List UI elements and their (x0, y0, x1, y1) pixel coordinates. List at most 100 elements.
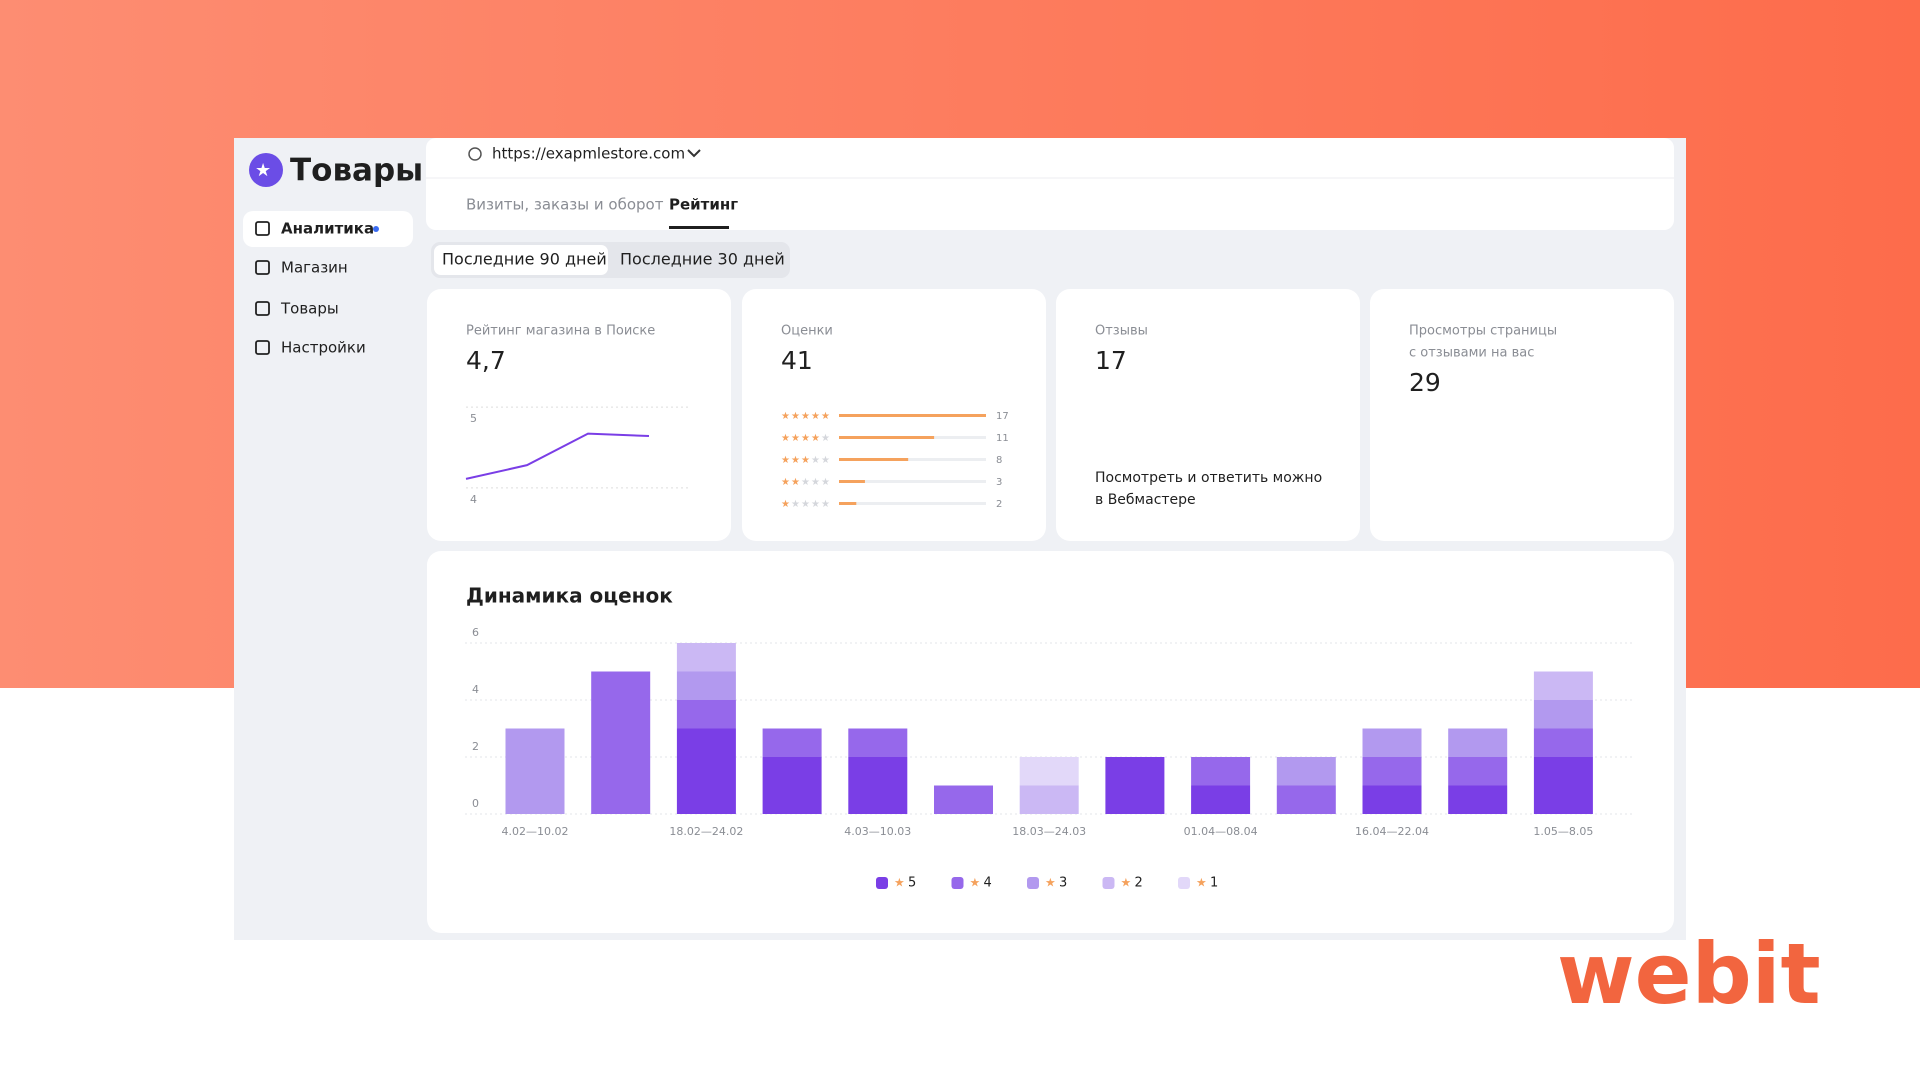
tab-active[interactable]: Рейтинг (669, 196, 738, 214)
nav-item[interactable]: Аналитика (281, 220, 374, 238)
dist-count: 8 (996, 455, 1002, 466)
star: ★ (801, 499, 810, 510)
legend-label[interactable]: 4 (984, 876, 992, 891)
track (839, 480, 986, 483)
chart-card (427, 551, 1674, 933)
legend-checkbox (951, 877, 964, 889)
bar-segment (848, 728, 908, 757)
x-tick-label: 18.03—24.03 (1012, 825, 1086, 838)
header (426, 138, 1674, 230)
nav-icon (255, 301, 270, 316)
bar-segment (1448, 785, 1508, 814)
legend-label[interactable]: 1 (1210, 876, 1218, 891)
y-tick-label: 4 (472, 683, 479, 696)
dist-bar (839, 480, 865, 483)
legend-label[interactable]: 5 (908, 876, 916, 891)
legend-label[interactable]: 3 (1059, 876, 1067, 891)
legend-star: ★ (1121, 876, 1132, 890)
legend-label[interactable]: 2 (1135, 876, 1143, 891)
legend-checkbox (1102, 877, 1115, 889)
star: ★ (801, 433, 810, 444)
tab[interactable]: Визиты, заказы и оборот (466, 196, 664, 214)
star: ★ (781, 455, 790, 466)
star: ★ (781, 433, 790, 444)
x-tick-label: 01.04—08.04 (1184, 825, 1258, 838)
bar-segment (676, 643, 736, 672)
nav-icon (255, 340, 270, 355)
bar-segment (848, 757, 908, 814)
star: ★ (821, 411, 830, 422)
card-value: 17 (1095, 346, 1127, 375)
star: ★ (791, 411, 800, 422)
star: ★ (781, 499, 790, 510)
bar-segment (1191, 785, 1251, 814)
bar-segment (1019, 757, 1079, 786)
card-value: 4,7 (466, 346, 506, 375)
card-value: 29 (1409, 368, 1441, 397)
x-tick-label: 1.05—8.05 (1533, 825, 1593, 838)
y-tick-label: 5 (470, 412, 477, 425)
nav-icon (255, 221, 270, 236)
period[interactable]: Последние 90 дней (442, 250, 607, 269)
x-tick-label: 4.03—10.03 (844, 825, 911, 838)
track (839, 502, 986, 505)
legend-checkbox (1178, 877, 1190, 889)
bar-segment (1448, 728, 1508, 757)
star: ★ (821, 499, 830, 510)
star: ★ (811, 433, 820, 444)
sidebar-title: Товары (290, 153, 423, 189)
legend-star: ★ (1045, 876, 1056, 890)
card-note: в Вебмастере (1095, 492, 1196, 508)
nav-icon (255, 260, 270, 275)
star: ★ (781, 411, 790, 422)
x-tick-label: 18.02—24.02 (669, 825, 743, 838)
card-value: 41 (781, 346, 813, 375)
bar-segment (1533, 728, 1593, 757)
card-title: Отзывы (1095, 324, 1148, 339)
star: ★ (801, 477, 810, 488)
y-tick-label: 6 (472, 626, 479, 639)
bar-segment (1362, 785, 1422, 814)
url-dropdown[interactable] (687, 149, 701, 158)
star: ★ (811, 455, 820, 466)
nav-item[interactable]: Магазин (281, 259, 348, 277)
dist-bar (839, 502, 857, 505)
x-tick-label: 16.04—22.04 (1355, 825, 1429, 838)
legend-checkbox (1027, 877, 1039, 889)
bar-segment (1533, 700, 1593, 729)
y-tick-label: 0 (472, 797, 479, 810)
card-title: Просмотры страницы (1409, 324, 1557, 339)
bar-segment (934, 785, 993, 814)
bar-segment (1105, 757, 1165, 814)
legend-star: ★ (1196, 876, 1207, 890)
bar-segment (1533, 757, 1593, 814)
card-title: Оценки (781, 324, 833, 339)
bar-segment (676, 671, 736, 700)
period[interactable]: Последние 30 дней (620, 250, 785, 269)
dist-bar (839, 436, 935, 439)
bar-segment (1362, 728, 1422, 757)
bar-segment (676, 728, 736, 814)
star: ★ (821, 477, 830, 488)
legend-checkbox (876, 877, 888, 889)
bar-segment (1276, 757, 1336, 786)
bar-segment (1019, 785, 1079, 814)
logo-icon (249, 153, 283, 187)
url[interactable]: https://exapmlestore.com (492, 145, 685, 163)
bar-segment (762, 757, 822, 814)
card (1056, 289, 1360, 541)
brand-logo: webit (1557, 925, 1821, 1023)
tab-underline (669, 226, 729, 229)
card (1370, 289, 1674, 541)
bar-segment (591, 671, 651, 814)
bar-segment (762, 728, 822, 757)
nav-item[interactable]: Настройки (281, 339, 366, 357)
dist-count: 17 (996, 411, 1009, 422)
star: ★ (791, 455, 800, 466)
nav-item[interactable]: Товары (280, 300, 339, 318)
star: ★ (811, 411, 820, 422)
bar-segment (505, 728, 565, 814)
chart-title: Динамика оценок (466, 584, 673, 608)
star: ★ (811, 477, 820, 488)
